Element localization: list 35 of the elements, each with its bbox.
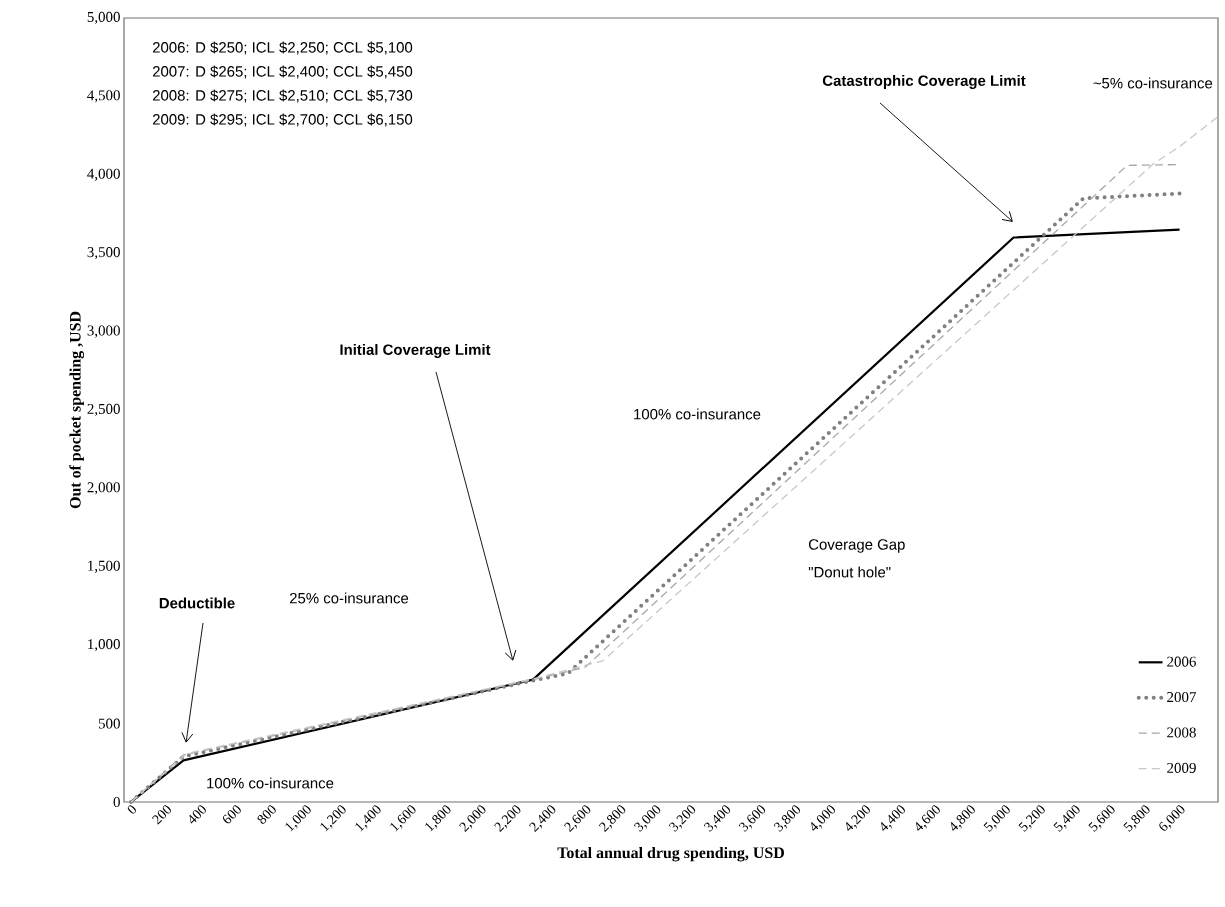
legend-label: 2006 <box>1167 656 1196 667</box>
annotation: 2006: D $250; ICL $2,250; CCL $5,100 <box>152 41 413 55</box>
y-tick-label: 1,500 <box>88 560 120 573</box>
annotation: 2007: D $265; ICL $2,400; CCL $5,450 <box>152 65 413 79</box>
y-axis-title: Out of pocket spending ,USD <box>69 311 85 509</box>
annotation: "Donut hole" <box>808 566 891 578</box>
y-tick-label: 2,000 <box>87 482 120 495</box>
annotation: Deductible <box>159 597 235 609</box>
y-tick-label: 5,000 <box>87 11 120 25</box>
y-tick-label: 500 <box>98 718 120 729</box>
y-tick-label: 3,000 <box>87 325 120 338</box>
legend-label: 2008 <box>1167 727 1196 738</box>
y-tick-label: 0 <box>113 796 120 808</box>
y-tick-label: 2,500 <box>87 403 120 417</box>
legend-label: 2007 <box>1167 692 1196 703</box>
y-tick-label: 4,000 <box>87 168 120 181</box>
x-tick-label: 600 <box>223 805 241 824</box>
annotation: 2009: D $295; ICL $2,700; CCL $6,150 <box>152 113 413 127</box>
annotation: Coverage Gap <box>808 539 905 553</box>
annotation: ~5% co-insurance <box>1093 77 1213 89</box>
y-tick-label: 1,000 <box>88 639 120 652</box>
x-tick-label: 800 <box>257 805 276 824</box>
x-tick-label: 0 <box>127 805 136 814</box>
annotation: 100% co-insurance <box>634 408 761 420</box>
annotation: 25% co-insurance <box>289 592 409 604</box>
y-tick-label: 3,500 <box>87 247 120 260</box>
annotation: Initial Coverage Limit <box>340 343 491 358</box>
x-tick-label: 200 <box>152 805 171 825</box>
x-axis-title: Total annual drug spending, USD <box>557 846 784 862</box>
y-tick-label: 4,500 <box>87 90 120 103</box>
annotation: 100% co-insurance <box>207 777 334 789</box>
legend-label: 2009 <box>1167 762 1196 773</box>
annotation: 2008: D $275; ICL $2,510; CCL $5,730 <box>152 89 413 103</box>
annotation: Catastrophic Coverage Limit <box>822 74 1026 89</box>
x-tick-label: 400 <box>189 805 206 824</box>
